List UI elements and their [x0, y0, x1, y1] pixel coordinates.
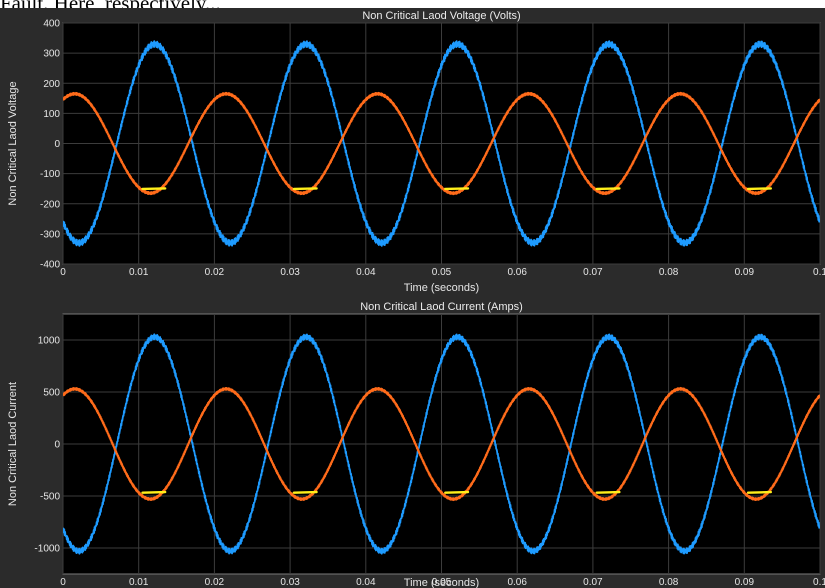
x-tick-label: 0.09: [735, 267, 755, 278]
y-tick-label: 0: [54, 139, 60, 150]
series-segment-2: [141, 490, 167, 494]
series-line-1: [63, 91, 820, 196]
series-segment-2: [444, 187, 470, 191]
series-segment-2: [746, 187, 772, 191]
x-tick-label: 0.09: [735, 577, 755, 588]
series-line-1: [63, 386, 820, 502]
y-tick-label: 300: [43, 49, 60, 60]
x-axis-label: Time (seconds): [404, 282, 479, 294]
y-tick-label: -400: [40, 260, 60, 271]
x-tick-label: 0.08: [659, 577, 679, 588]
plot-title: Non Critical Laod Voltage (Volts): [362, 10, 520, 22]
header-text: Fault. Here, respectively...: [0, 0, 825, 11]
plot-current: Non Critical Laod Current (Amps) 0 0.01 0.0…: [7, 301, 825, 588]
y-tick-label: 1000: [38, 336, 61, 347]
y-tick-label: 500: [43, 388, 60, 399]
x-tick-label: 0.06: [507, 577, 527, 588]
y-tick-label: -200: [40, 199, 60, 210]
x-tick-label: 0.04: [356, 267, 376, 278]
y-tick-label: -100: [40, 169, 60, 180]
x-tick-label: 0.07: [583, 577, 603, 588]
series-segment-2: [595, 187, 621, 191]
x-tick-label: 0.04: [356, 577, 376, 588]
y-axis-label: Non Critical Laod Current: [7, 382, 19, 506]
x-tick-label: 0: [60, 577, 66, 588]
y-axis-label: Non Critical Laod Voltage: [7, 81, 19, 205]
series-group: [63, 40, 820, 247]
x-tick-label: 0.05: [432, 267, 452, 278]
series-segment-2: [292, 490, 318, 494]
series-line-0: [63, 40, 820, 247]
x-tick-label: 0.1: [813, 577, 825, 588]
x-tick-label: 0.01: [129, 267, 149, 278]
y-tick-label: 100: [43, 109, 60, 120]
series-group: [63, 333, 820, 555]
plot-title: Non Critical Laod Current (Amps): [360, 301, 523, 313]
x-tick-label: 0.1: [813, 267, 825, 278]
y-tick-label: 400: [43, 19, 60, 30]
y-tick-label: -300: [40, 229, 60, 240]
x-tick-label: 0.07: [583, 267, 603, 278]
scope-window: Non Critical Laod Voltage (Volts) 0 0.01 0.…: [0, 8, 825, 588]
series-line-0: [63, 333, 820, 555]
y-tick-label: 0: [54, 440, 60, 451]
x-tick-label: 0.06: [507, 267, 527, 278]
x-axis-label: Time (seconds): [404, 577, 479, 588]
x-tick-label: 0.01: [129, 577, 149, 588]
series-segment-2: [444, 490, 470, 494]
plot-voltage: Non Critical Laod Voltage (Volts) 0 0.01 0.…: [7, 10, 825, 294]
scope-plots: Non Critical Laod Voltage (Volts) 0 0.01 0.…: [7, 10, 825, 588]
series-segment-2: [141, 187, 167, 191]
series-segment-2: [746, 490, 772, 494]
x-tick-label: 0.03: [280, 577, 300, 588]
y-tick-label: -500: [40, 492, 60, 503]
x-tick-label: 0.03: [280, 267, 300, 278]
x-tick-label: 0.02: [205, 267, 225, 278]
x-tick-label: 0.02: [205, 577, 225, 588]
y-tick-label: -1000: [34, 544, 60, 555]
x-tick-label: 0.08: [659, 267, 679, 278]
x-tick-label: 0.05: [432, 577, 452, 588]
series-segment-2: [595, 490, 621, 494]
x-tick-label: 0: [60, 267, 66, 278]
y-tick-label: 200: [43, 79, 60, 90]
series-segment-2: [292, 187, 318, 191]
